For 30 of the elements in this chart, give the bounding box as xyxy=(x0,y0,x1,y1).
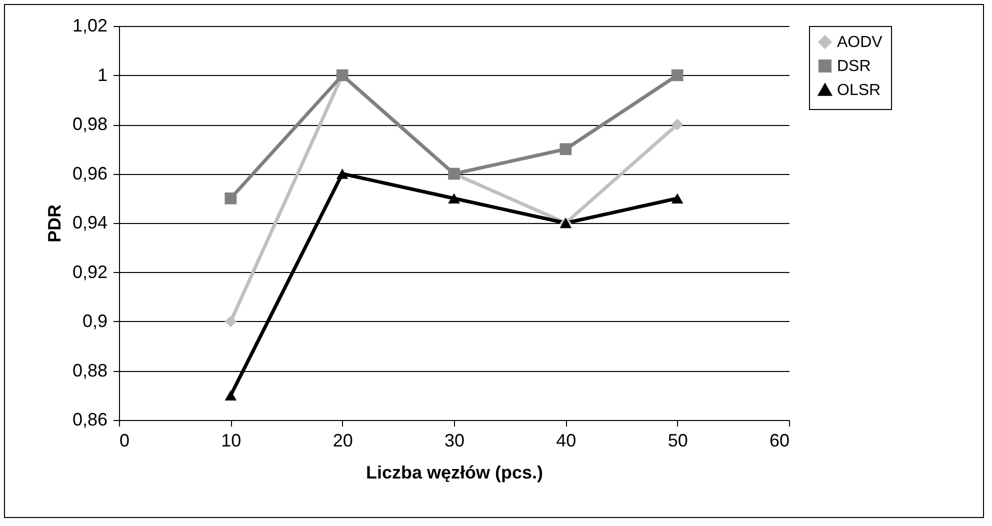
x-tick-label: 40 xyxy=(556,430,576,450)
y-tick-label: 1 xyxy=(97,64,108,85)
legend-label: OLSR xyxy=(837,82,881,99)
y-tick-label: 0,88 xyxy=(72,360,108,380)
y-tick-label: 0,92 xyxy=(72,262,108,282)
x-tick-label: 60 xyxy=(769,430,790,450)
y-tick-label: 0,86 xyxy=(72,410,108,430)
x-axis-title: Liczba węzłów (pcs.) xyxy=(366,462,544,482)
y-tick-label: 0,9 xyxy=(82,311,108,331)
point xyxy=(224,316,237,328)
point xyxy=(560,143,572,156)
x-tick-label: 0 xyxy=(120,430,130,450)
y-tick-label: 0,98 xyxy=(72,114,108,134)
x-tick-label: 10 xyxy=(221,430,242,450)
y-tick-label: 1,02 xyxy=(72,16,108,36)
legend-label: AODV xyxy=(837,34,883,51)
y-axis-title: PDR xyxy=(44,204,64,243)
point xyxy=(671,118,684,130)
x-tick-label: 50 xyxy=(668,430,688,450)
point xyxy=(224,192,237,204)
y-tick-label: 0,94 xyxy=(72,212,108,232)
point xyxy=(224,390,237,400)
point xyxy=(448,193,460,204)
point xyxy=(671,69,684,82)
point xyxy=(671,193,684,204)
x-tick-label: 30 xyxy=(444,430,465,450)
y-tick-label: 0,96 xyxy=(72,163,108,184)
x-tick-label: 20 xyxy=(332,430,353,450)
legend-label: DSR xyxy=(837,58,871,75)
point xyxy=(336,168,348,179)
